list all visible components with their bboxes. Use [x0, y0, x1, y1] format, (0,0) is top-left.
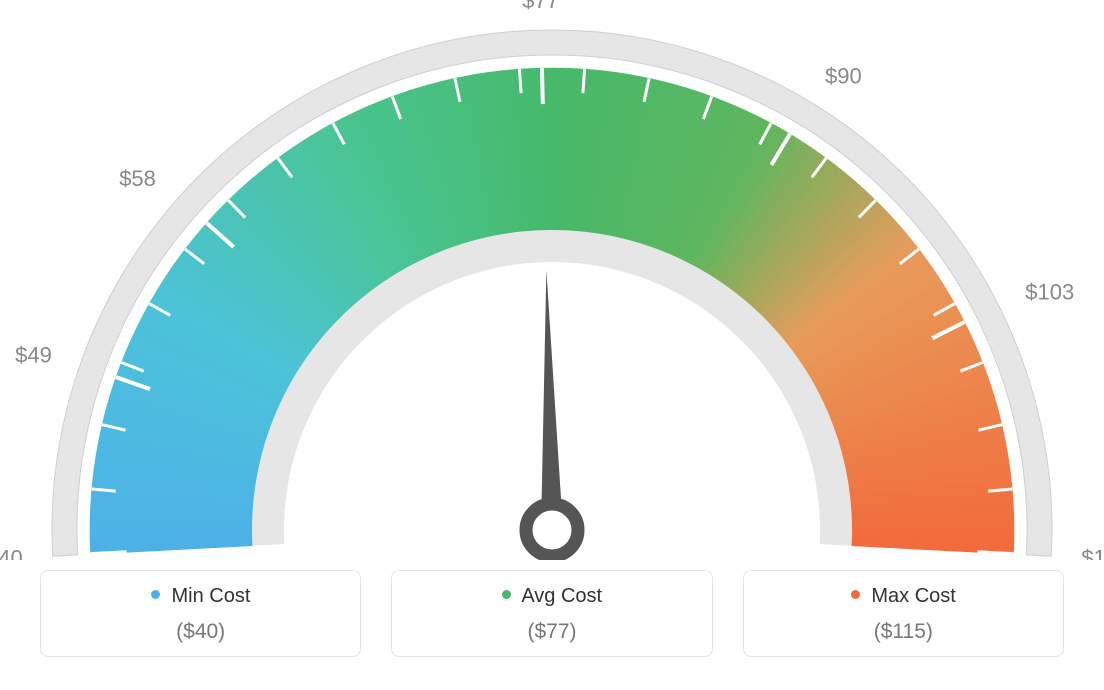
- svg-text:$103: $103: [1025, 279, 1074, 304]
- legend-title-min: Min Cost: [51, 585, 350, 608]
- legend-label-min: Min Cost: [171, 585, 250, 607]
- svg-text:$90: $90: [825, 64, 862, 89]
- legend-card-avg: Avg Cost ($77): [391, 570, 712, 657]
- legend-dot-avg: [502, 590, 511, 599]
- gauge-svg: $40 $49 $58 $77 $90 $103 $115: [0, 0, 1104, 560]
- cost-gauge-chart: $40 $49 $58 $77 $90 $103 $115: [0, 0, 1104, 560]
- svg-text:$49: $49: [15, 343, 52, 368]
- legend-card-min: Min Cost ($40): [40, 570, 361, 657]
- svg-text:$115: $115: [1081, 546, 1104, 560]
- legend-row: Min Cost ($40) Avg Cost ($77) Max Cost (…: [0, 560, 1104, 657]
- legend-dot-max: [851, 590, 860, 599]
- legend-title-avg: Avg Cost: [402, 585, 701, 608]
- legend-value-min: ($40): [51, 620, 350, 644]
- legend-value-max: ($115): [754, 620, 1053, 644]
- legend-label-max: Max Cost: [871, 585, 955, 607]
- legend-card-max: Max Cost ($115): [743, 570, 1064, 657]
- legend-label-avg: Avg Cost: [521, 585, 602, 607]
- legend-dot-min: [151, 590, 160, 599]
- svg-text:$77: $77: [522, 0, 559, 13]
- legend-value-avg: ($77): [402, 620, 701, 644]
- svg-text:$58: $58: [119, 166, 156, 191]
- svg-text:$40: $40: [0, 546, 23, 560]
- legend-title-max: Max Cost: [754, 585, 1053, 608]
